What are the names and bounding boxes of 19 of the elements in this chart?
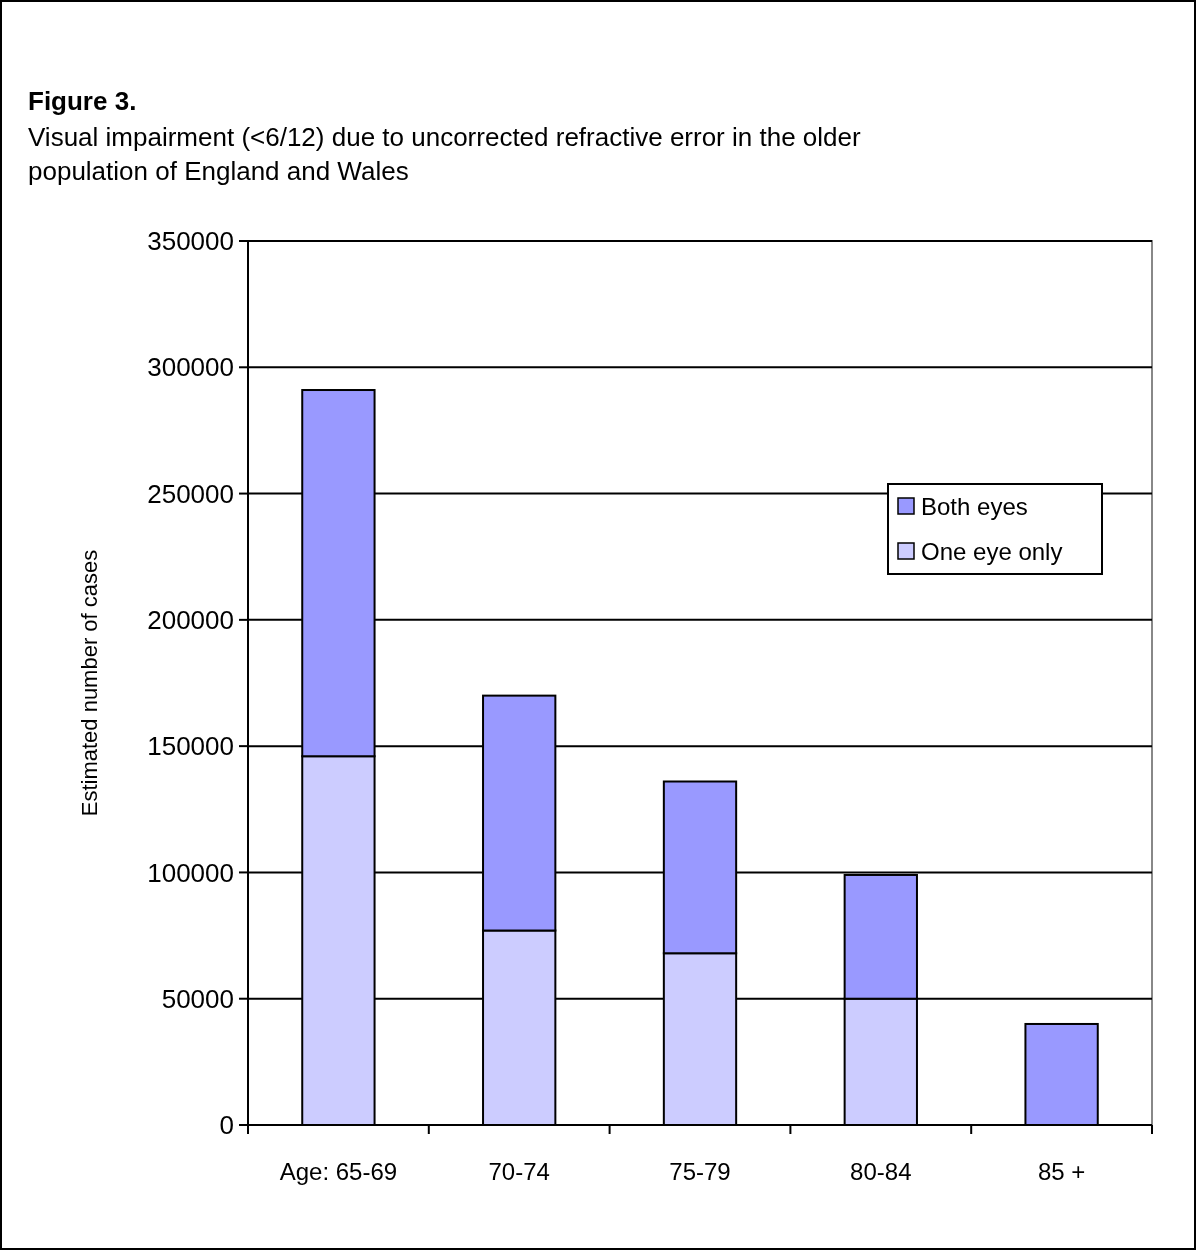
x-tick-label: 70-74 <box>488 1158 550 1185</box>
y-axis-title: Estimated number of cases <box>77 549 102 817</box>
x-tick-label: 85 + <box>1037 1158 1086 1185</box>
bar <box>1024 1022 1099 1126</box>
x-tick-label: 75-79 <box>669 1158 731 1185</box>
y-tick-label: 300000 <box>147 352 234 383</box>
y-tick-label: 50000 <box>161 983 234 1014</box>
y-tick-label: 250000 <box>147 478 234 509</box>
y-tick-label: 100000 <box>147 857 234 888</box>
x-tick-label: Age: 65-69 <box>279 1158 398 1185</box>
x-tick-label: 80-84 <box>850 1158 912 1185</box>
legend-label: One eye only <box>921 538 1063 566</box>
y-tick-label: 150000 <box>147 731 234 762</box>
y-tick-label: 350000 <box>147 226 234 257</box>
y-tick-label: 0 <box>219 1110 234 1141</box>
y-tick-label: 200000 <box>147 604 234 635</box>
chart-title: Figure 3. <box>28 86 137 116</box>
legend-label: Both eyes <box>921 493 1028 521</box>
chart-subtitle: Visual impairment (<6/12) due to uncorrected refractive error in the older population of England and Wales <box>28 122 861 186</box>
